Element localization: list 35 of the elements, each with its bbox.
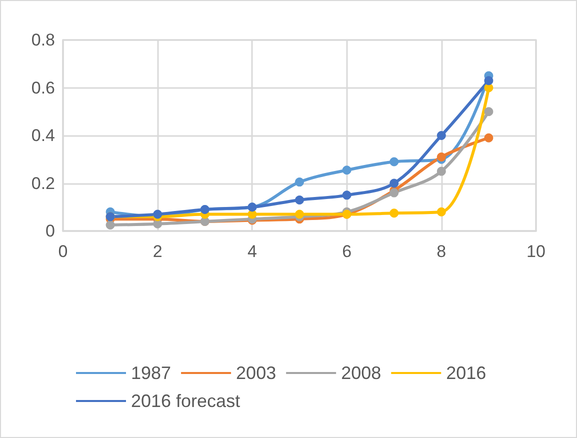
x-tick-label: 4 — [247, 242, 257, 261]
legend-label: 2003 — [236, 363, 276, 383]
y-tick-label: 0.4 — [31, 126, 55, 145]
y-tick-label: 0 — [46, 222, 55, 240]
legend-label: 2016 forecast — [131, 391, 240, 411]
point — [295, 178, 304, 187]
legend-label: 1987 — [131, 363, 172, 383]
legend-label: 2008 — [341, 363, 382, 383]
point — [484, 76, 494, 86]
point — [390, 157, 399, 166]
point — [295, 210, 304, 219]
point — [342, 190, 352, 200]
point — [390, 188, 399, 198]
point — [436, 166, 446, 176]
x-tick-label: 2 — [152, 242, 162, 261]
point — [484, 133, 494, 142]
point — [390, 178, 399, 188]
point — [295, 195, 304, 204]
point — [436, 131, 446, 140]
point — [153, 219, 162, 228]
point — [436, 207, 446, 216]
y-tick-label: 0.2 — [31, 174, 55, 193]
y-tick-label: 0.8 — [31, 30, 55, 50]
point — [106, 220, 115, 230]
x-tick-label: 6 — [342, 242, 352, 261]
point — [342, 166, 352, 175]
y-tick-label: 0.6 — [31, 78, 55, 98]
x-tick-label: 8 — [436, 242, 446, 261]
point — [153, 210, 162, 219]
point — [390, 208, 399, 218]
legend-label: 2016 — [446, 363, 486, 383]
point — [436, 152, 446, 162]
x-tick-label: 10 — [526, 242, 546, 261]
x-tick-label: 0 — [58, 242, 68, 261]
point — [484, 107, 494, 116]
